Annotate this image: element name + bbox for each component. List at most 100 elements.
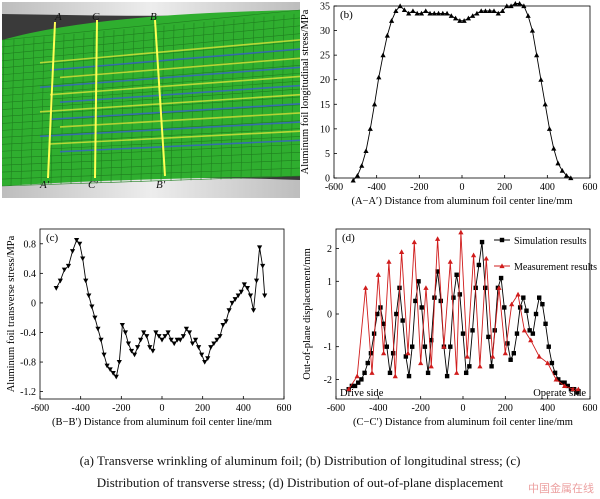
data-point-1	[425, 370, 431, 376]
data-point-1	[401, 7, 407, 13]
data-point-2	[496, 285, 502, 290]
x-tick-label: 400	[540, 182, 555, 193]
series-line-1	[55, 239, 266, 378]
data-point-1	[431, 10, 437, 16]
data-point-1	[354, 172, 361, 178]
data-point-1	[482, 8, 489, 13]
data-point-1	[65, 263, 72, 269]
panel-a-simulation-image: A C B A′ C′ B′	[2, 2, 300, 198]
data-point-2	[381, 350, 387, 356]
data-point-1	[559, 168, 565, 173]
data-point-1	[247, 293, 254, 299]
annotation-drive-side: Drive side	[340, 388, 384, 399]
data-point-1	[540, 301, 545, 307]
data-point-1	[479, 239, 485, 245]
data-point-1	[104, 363, 110, 369]
data-point-2	[354, 373, 360, 379]
data-point-1	[489, 364, 494, 369]
data-point-1	[98, 337, 104, 343]
data-point-1	[552, 370, 558, 376]
data-point-1	[389, 18, 395, 23]
data-point-1	[453, 15, 459, 21]
x-tick-label: 200	[498, 403, 513, 414]
data-point-1	[61, 267, 67, 273]
data-point-1	[375, 311, 380, 317]
data-point-1	[262, 293, 268, 299]
data-point-1	[498, 275, 504, 281]
label-a-bottom: A′	[39, 179, 50, 191]
data-point-1	[486, 334, 491, 340]
data-point-1	[524, 308, 529, 313]
x-tick-label: -200	[410, 182, 428, 193]
y-tick-label: 0	[325, 174, 330, 185]
data-point-1	[474, 10, 480, 16]
caption-line-2: Distribution of transverse stress; (d) D…	[96, 475, 504, 490]
data-point-1	[465, 15, 471, 21]
data-point-1	[400, 318, 405, 323]
data-point-1	[159, 337, 165, 343]
data-point-2	[392, 373, 398, 379]
data-point-2	[435, 236, 441, 241]
data-point-1	[530, 331, 536, 336]
data-point-2	[528, 337, 534, 343]
data-point-1	[229, 300, 235, 306]
data-point-1	[451, 295, 456, 300]
data-point-1	[128, 348, 135, 354]
data-point-1	[427, 10, 433, 16]
data-point-1	[186, 330, 193, 336]
data-point-1	[257, 245, 263, 251]
mesh-line	[30, 37, 35, 186]
label-b-bottom: B′	[156, 179, 166, 191]
data-point-1	[53, 286, 59, 291]
data-point-1	[208, 345, 214, 350]
data-point-1	[107, 367, 113, 373]
mesh-line	[2, 167, 300, 180]
data-point-2	[411, 239, 417, 245]
data-point-1	[423, 8, 429, 13]
data-point-1	[406, 373, 412, 379]
wrinkle-bands	[39, 39, 300, 153]
data-point-1	[232, 297, 238, 302]
data-point-2	[477, 363, 483, 369]
data-point-1	[89, 304, 95, 310]
data-point-1	[457, 292, 463, 297]
data-point-2	[521, 327, 527, 333]
data-point-1	[478, 8, 484, 13]
data-point-1	[352, 383, 358, 389]
wrinkle-band	[39, 66, 300, 89]
data-point-1	[419, 305, 424, 310]
chart-c-transverse-stress: -600 -400 -200 0 200 400 600 -1.2 -0.8 -0.4 0 0.4 0.…	[6, 228, 292, 428]
x-tick-label: 0	[160, 403, 165, 414]
panel-label: (b)	[340, 9, 353, 21]
label-c-top: C	[92, 11, 100, 23]
x-axis-label: (B−B′) Distance from aluminum foil cente…	[52, 417, 272, 428]
data-point-1	[551, 145, 557, 151]
data-point-1	[362, 370, 367, 376]
y-axis-label: Aluminum foil transverse stress/MPa	[6, 235, 17, 392]
data-point-1	[244, 286, 250, 291]
data-point-1	[177, 337, 183, 343]
wrinkle-band	[49, 48, 300, 71]
data-point-1	[171, 341, 177, 347]
data-point-1	[238, 289, 244, 295]
y-axis-label: Out-of-plane displacement/mm	[302, 248, 313, 380]
data-point-2	[458, 229, 464, 235]
x-tick-label: 200	[497, 182, 512, 193]
data-point-1	[371, 101, 378, 107]
data-point-1	[448, 13, 454, 18]
y-tick-label: 25	[320, 51, 330, 62]
data-point-1	[119, 323, 125, 328]
data-point-2	[418, 360, 424, 366]
data-point-1	[253, 278, 260, 284]
mesh-line	[70, 33, 75, 184]
y-tick-label: 35	[320, 2, 330, 13]
data-point-2	[423, 285, 429, 290]
data-point-1	[356, 380, 361, 385]
x-tick-label: 0	[461, 403, 466, 414]
data-point-1	[135, 345, 141, 350]
data-point-1	[165, 330, 171, 336]
data-point-2	[464, 353, 470, 359]
y-tick-label: -0.4	[20, 328, 36, 339]
data-point-1	[349, 383, 355, 389]
y-tick-label: 1	[327, 277, 332, 288]
